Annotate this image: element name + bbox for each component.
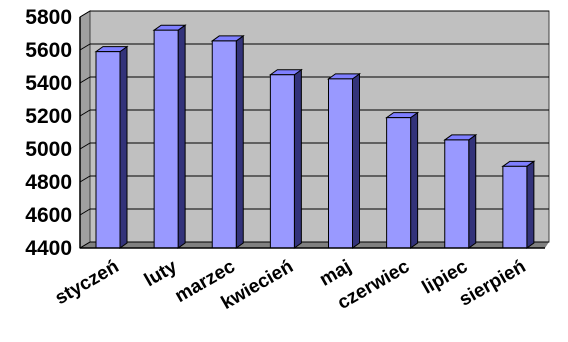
bar bbox=[152, 24, 187, 249]
bar-front bbox=[153, 29, 179, 249]
y-tick-label: 5200 bbox=[25, 105, 72, 128]
bar-side bbox=[352, 72, 360, 249]
bar-front bbox=[269, 74, 295, 249]
plot-floor bbox=[80, 242, 549, 248]
y-tick-label: 4400 bbox=[25, 237, 72, 260]
bar bbox=[210, 34, 245, 249]
bar-front bbox=[95, 51, 121, 249]
plot-area bbox=[79, 10, 550, 249]
gridline-depth bbox=[79, 142, 91, 150]
x-category-label: sierpień bbox=[456, 256, 530, 311]
bar-front bbox=[444, 139, 470, 249]
bar-side bbox=[468, 133, 477, 249]
bar-side bbox=[526, 160, 535, 249]
bar-side bbox=[119, 45, 128, 249]
y-tick-label: 4800 bbox=[25, 171, 72, 194]
bar-front bbox=[211, 40, 237, 249]
bar bbox=[385, 111, 420, 249]
y-axis-ticks: 4400 4600 4800 5000 5200 5400 5600 5800 bbox=[25, 6, 545, 260]
gridline-depth bbox=[79, 76, 91, 84]
x-category-label: styczeń bbox=[52, 256, 123, 309]
x-category-label: maj bbox=[316, 256, 355, 291]
bar-front bbox=[328, 78, 353, 249]
y-tick-label: 5400 bbox=[25, 72, 72, 95]
gridline-depth bbox=[79, 241, 91, 249]
gridline-depth bbox=[79, 10, 91, 18]
y-tick-label: 5800 bbox=[25, 6, 72, 29]
y-tick-label: 4600 bbox=[25, 204, 72, 227]
bar-side bbox=[410, 111, 419, 249]
bar bbox=[268, 68, 303, 249]
gridline-depth bbox=[79, 109, 91, 117]
gridline-depth bbox=[79, 175, 91, 183]
bar bbox=[94, 45, 129, 249]
gridline-depth bbox=[79, 208, 91, 216]
bar-front bbox=[502, 165, 528, 249]
bar-side bbox=[235, 34, 244, 249]
bars-group bbox=[94, 24, 536, 249]
bar bbox=[326, 72, 362, 249]
bar bbox=[501, 160, 536, 249]
bar-side bbox=[293, 68, 302, 249]
bar-side bbox=[177, 24, 186, 249]
bar-front bbox=[386, 117, 412, 249]
gridline-depth bbox=[79, 43, 91, 51]
bar bbox=[443, 133, 478, 249]
y-tick-label: 5600 bbox=[25, 39, 72, 62]
y-tick-label: 5000 bbox=[25, 138, 72, 161]
